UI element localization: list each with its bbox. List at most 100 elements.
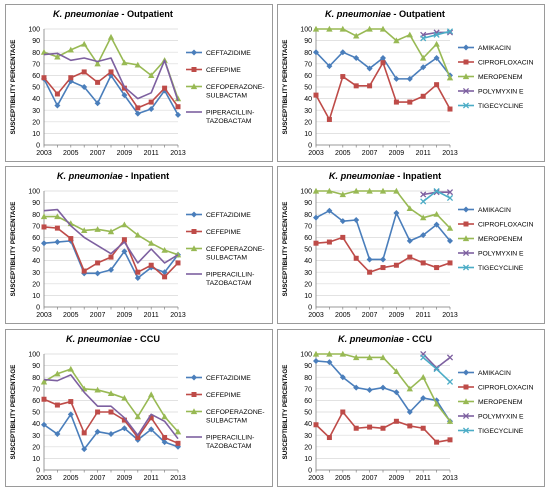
data-point <box>406 237 413 244</box>
data-point <box>121 394 128 401</box>
data-point <box>67 411 74 418</box>
x-tick-label: 2007 <box>362 150 378 157</box>
y-tick-label: 40 <box>32 258 40 265</box>
series-tigecycline <box>420 354 454 385</box>
data-point <box>54 53 61 60</box>
data-point <box>68 399 74 405</box>
data-point <box>433 187 440 195</box>
data-point <box>54 402 60 408</box>
legend-label: TAZOBACTAM <box>206 118 252 125</box>
data-point <box>446 194 454 202</box>
data-point <box>134 275 141 281</box>
data-point <box>433 40 440 47</box>
legend-item-ceftazidime: CEFTAZIDIME <box>186 49 251 57</box>
legend-label: POLYMYXIN E <box>478 89 524 96</box>
data-point <box>393 389 400 396</box>
data-point <box>353 255 359 261</box>
x-tick-label: 2011 <box>416 150 431 157</box>
series-polymyxin-e <box>420 189 454 198</box>
data-point <box>353 217 360 223</box>
series-line <box>43 374 179 440</box>
chart-panel-ccu-beta-lactams: K. pneumoniae - CCU 0 10 20 30 40 50 60 70 80 90 10… <box>5 329 273 487</box>
series-cefepime <box>41 69 181 111</box>
y-tick-label: 10 <box>32 456 40 463</box>
legend-label: CEFTAZIDIME <box>206 212 251 219</box>
data-point <box>379 187 387 194</box>
y-tick-label: 40 <box>32 421 40 428</box>
legend-label: CEFEPIME <box>206 67 241 74</box>
y-tick-label: 80 <box>304 375 312 382</box>
data-point <box>81 446 88 453</box>
legend-marker <box>463 384 469 390</box>
data-point <box>81 268 87 274</box>
data-point <box>433 221 440 228</box>
data-point <box>54 213 61 220</box>
series-ciprofloxacin <box>313 60 453 122</box>
legend-label: TAZOBACTAM <box>206 443 252 450</box>
series-tigecycline <box>420 28 454 42</box>
data-point <box>148 240 155 246</box>
data-point <box>54 370 61 377</box>
data-point <box>121 221 128 228</box>
legend-label: CIPROFLOXACIN <box>478 385 534 392</box>
y-tick-label: 30 <box>32 270 40 277</box>
x-tick-label: 2005 <box>335 312 351 319</box>
series-cefepime <box>41 396 181 446</box>
data-point <box>40 213 48 220</box>
data-point <box>326 350 333 357</box>
x-tick-label: 2013 <box>170 312 186 319</box>
legend-marker <box>462 398 470 405</box>
data-point <box>40 378 48 385</box>
legend-label: TAZOBACTAM <box>206 280 252 287</box>
y-tick-label: 80 <box>304 212 312 219</box>
data-point <box>95 409 101 415</box>
data-point <box>121 425 128 432</box>
legend-item-tigecycline: TIGECYCLINE <box>458 264 524 272</box>
data-point <box>380 256 386 263</box>
series-cefoperazone-sulbactam <box>40 33 182 102</box>
legend-label: PIPERACILLIN- <box>206 272 254 279</box>
series-line <box>43 36 179 99</box>
data-point <box>162 85 168 91</box>
data-point <box>54 431 61 438</box>
data-point <box>94 270 101 277</box>
series-ciprofloxacin <box>313 409 453 445</box>
data-point <box>353 384 360 391</box>
legend-label: MEROPENEM <box>478 74 523 81</box>
legend-label: MEROPENEM <box>478 236 523 243</box>
legend-marker <box>191 392 197 397</box>
line-chart: K. pneumoniae - Outpatient 0 10 20 30 40 50 60 7… <box>282 9 534 157</box>
legend-marker <box>191 374 197 381</box>
chart-panel-ccu-other-agents: K. pneumoniae - CCU 0 10 20 30 40 50 60 70 80 90 10… <box>277 329 545 487</box>
data-point <box>353 32 360 39</box>
y-tick-label: 60 <box>32 398 40 405</box>
y-tick-label: 80 <box>304 50 312 57</box>
data-point <box>68 236 74 242</box>
legend-item-ciprofloxacin: CIPROFLOXACIN <box>458 384 534 392</box>
y-axis-label: SUSCEPTIBILITY PERCENTAGE <box>282 202 289 297</box>
y-tick-label: 30 <box>32 108 40 115</box>
data-point <box>393 37 400 44</box>
data-point <box>339 218 346 225</box>
data-point <box>366 354 373 361</box>
legend-label: CEFOPERAZONE- <box>206 409 265 416</box>
data-point <box>326 435 332 441</box>
legend-label: AMIKACIN <box>478 45 511 52</box>
x-tick-label: 2003 <box>36 312 52 319</box>
data-point <box>353 55 360 61</box>
legend: AMIKACIN CIPROFLOXACIN MEROPENEM POLYMYXIN … <box>458 369 534 435</box>
line-chart: K. pneumoniae - Inpatient 0 10 20 30 40 50 60 70… <box>10 171 265 319</box>
chart-title: K. pneumoniae - CCU <box>338 334 432 344</box>
y-tick-label: 40 <box>304 96 312 103</box>
data-point <box>420 395 427 402</box>
data-point <box>107 33 115 40</box>
data-point <box>340 409 346 415</box>
data-point <box>326 63 333 70</box>
data-point <box>161 246 168 253</box>
y-tick-label: 60 <box>304 235 312 242</box>
x-tick-label: 2009 <box>389 150 405 157</box>
legend-marker <box>191 211 197 218</box>
series-cefoperazone-sulbactam <box>40 213 182 258</box>
legend: AMIKACIN CIPROFLOXACIN MEROPENEM POLYMYXIN … <box>458 44 534 110</box>
legend-marker <box>463 369 469 376</box>
